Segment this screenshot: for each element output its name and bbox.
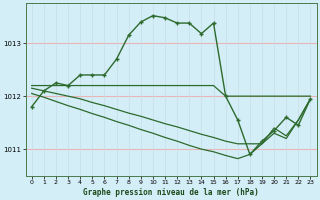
X-axis label: Graphe pression niveau de la mer (hPa): Graphe pression niveau de la mer (hPa) bbox=[83, 188, 259, 197]
